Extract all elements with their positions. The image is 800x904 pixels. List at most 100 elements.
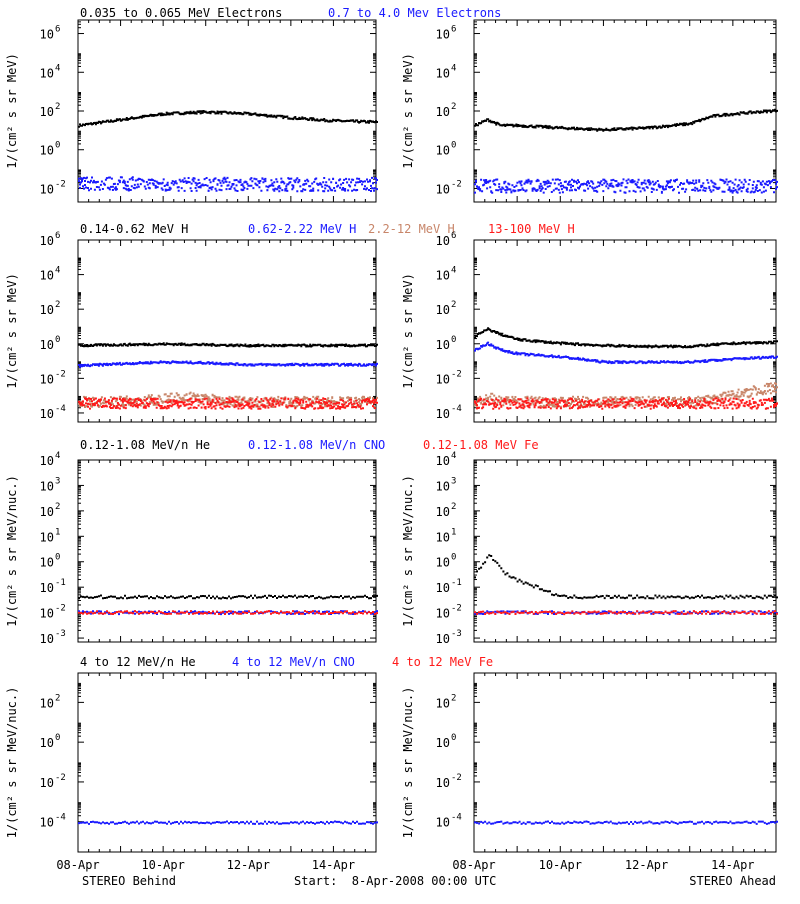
- series-1-behind-0: [78, 110, 378, 128]
- xtick-label-1-1: 10-Apr: [539, 858, 582, 872]
- ytick-1-0-3: 10: [40, 303, 54, 317]
- ytick-exp-2-1-3: 0: [451, 553, 456, 563]
- ytick-0-1-1: 10: [436, 144, 450, 158]
- ytick-1-0-4: 10: [40, 269, 54, 283]
- ytick-exp-3-0-2: 0: [55, 733, 60, 743]
- ytick-exp-2-1-0: -3: [451, 629, 462, 639]
- series-dots-4-1-0: [474, 820, 778, 825]
- ytick-exp-1-0-4: 4: [55, 266, 60, 276]
- ytick-exp-1-1-4: 4: [451, 266, 456, 276]
- ytick-2-0-1: 10: [40, 607, 54, 621]
- series-dots-2-0-3: [78, 397, 378, 410]
- series-dots-3-0-2: [78, 610, 378, 615]
- ytick-exp-2-1-2: -1: [451, 578, 462, 588]
- ytick-exp-1-1-3: 2: [451, 300, 456, 310]
- ytick-2-1-0: 10: [436, 632, 450, 646]
- ytick-2-1-6: 10: [436, 479, 450, 493]
- ytick-exp-3-1-3: 2: [451, 693, 456, 703]
- ytick-exp-2-1-7: 4: [451, 451, 456, 461]
- footer-start-label: Start: 8-Apr-2008 00:00 UTC: [294, 874, 496, 888]
- ytick-exp-1-0-3: 2: [55, 300, 60, 310]
- series-2-ahead-0: [474, 327, 778, 349]
- ytick-exp-1-1-1: -2: [451, 369, 462, 379]
- ytick-exp-0-1-4: 6: [451, 25, 456, 35]
- ytick-exp-2-1-4: 1: [451, 527, 456, 537]
- ytick-exp-0-1-2: 2: [451, 102, 456, 112]
- ytick-exp-3-0-0: -4: [55, 813, 66, 823]
- ytick-exp-1-0-1: -2: [55, 369, 66, 379]
- ylabel-3-1: 1/(cm² s sr MeV/nuc.): [401, 687, 415, 839]
- ylabel-2-0: 1/(cm² s sr MeV/nuc.): [5, 475, 19, 627]
- ylabel-2-1: 1/(cm² s sr MeV/nuc.): [401, 475, 415, 627]
- ytick-exp-0-1-0: -2: [451, 179, 462, 189]
- ytick-exp-2-1-5: 2: [451, 502, 456, 512]
- legend-1-3: 13-100 MeV H: [488, 222, 575, 236]
- ytick-2-0-4: 10: [40, 530, 54, 544]
- series-1-ahead-0: [474, 108, 778, 132]
- ytick-1-1-3: 10: [436, 303, 450, 317]
- series-dots-3-1-2: [474, 610, 778, 616]
- series-dots-2-0-2: [78, 391, 378, 408]
- ytick-2-0-2: 10: [40, 581, 54, 595]
- ytick-3-0-3: 10: [40, 696, 54, 710]
- ytick-exp-1-0-5: 6: [55, 231, 60, 241]
- series-3-behind-0: [78, 594, 378, 600]
- ytick-1-0-2: 10: [40, 338, 54, 352]
- ytick-2-1-5: 10: [436, 505, 450, 519]
- series-dots-4-0-0: [78, 820, 378, 825]
- series-4-behind-0: [78, 820, 378, 825]
- ytick-2-1-4: 10: [436, 530, 450, 544]
- legend-3-0: 4 to 12 MeV/n He: [80, 655, 196, 669]
- series-dots-3-0-0: [78, 594, 378, 600]
- ytick-0-1-3: 10: [436, 66, 450, 80]
- ytick-exp-2-0-0: -3: [55, 629, 66, 639]
- series-dots-2-0-1: [78, 360, 378, 368]
- xtick-label-0-0: 08-Apr: [56, 858, 99, 872]
- ytick-exp-3-1-0: -4: [451, 813, 462, 823]
- series-dots-3-1-0: [474, 554, 778, 600]
- series-2-behind-3: [78, 397, 378, 410]
- legend-0-1: 0.7 to 4.0 Mev Electrons: [328, 6, 501, 20]
- ytick-exp-1-1-5: 6: [451, 231, 456, 241]
- ytick-0-1-4: 10: [436, 28, 450, 42]
- ytick-2-0-7: 10: [40, 454, 54, 468]
- ytick-exp-2-0-7: 4: [55, 451, 60, 461]
- series-2-behind-2: [78, 391, 378, 408]
- legend-2-1: 0.12-1.08 MeV/n CNO: [248, 438, 385, 452]
- series-3-ahead-0: [474, 554, 778, 600]
- legend-3-1: 4 to 12 MeV/n CNO: [232, 655, 355, 669]
- series-2-ahead-3: [474, 397, 778, 410]
- ytick-exp-3-0-1: -2: [55, 773, 66, 783]
- ytick-exp-2-0-2: -1: [55, 578, 66, 588]
- ytick-2-1-2: 10: [436, 581, 450, 595]
- ytick-exp-0-1-1: 0: [451, 141, 456, 151]
- xtick-label-1-3: 14-Apr: [711, 858, 754, 872]
- ytick-1-1-4: 10: [436, 269, 450, 283]
- series-2-behind-0: [78, 342, 378, 348]
- ytick-2-0-5: 10: [40, 505, 54, 519]
- ytick-1-1-2: 10: [436, 338, 450, 352]
- ytick-3-1-1: 10: [436, 776, 450, 790]
- ytick-exp-1-0-2: 0: [55, 335, 60, 345]
- ytick-0-0-3: 10: [40, 66, 54, 80]
- ytick-exp-3-0-3: 2: [55, 693, 60, 703]
- ytick-1-1-5: 10: [436, 234, 450, 248]
- xtick-label-0-1: 10-Apr: [141, 858, 184, 872]
- ytick-0-0-1: 10: [40, 144, 54, 158]
- series-4-ahead-0: [474, 820, 778, 825]
- ytick-3-1-3: 10: [436, 696, 450, 710]
- ytick-exp-1-0-0: -4: [55, 404, 66, 414]
- xtick-label-0-2: 12-Apr: [227, 858, 270, 872]
- legend-2-0: 0.12-1.08 MeV/n He: [80, 438, 210, 452]
- ytick-2-0-3: 10: [40, 556, 54, 570]
- ytick-0-1-0: 10: [436, 182, 450, 196]
- ytick-3-1-0: 10: [436, 816, 450, 830]
- ytick-3-0-1: 10: [40, 776, 54, 790]
- ytick-exp-0-0-0: -2: [55, 179, 66, 189]
- ytick-2-1-1: 10: [436, 607, 450, 621]
- ytick-exp-1-1-2: 0: [451, 335, 456, 345]
